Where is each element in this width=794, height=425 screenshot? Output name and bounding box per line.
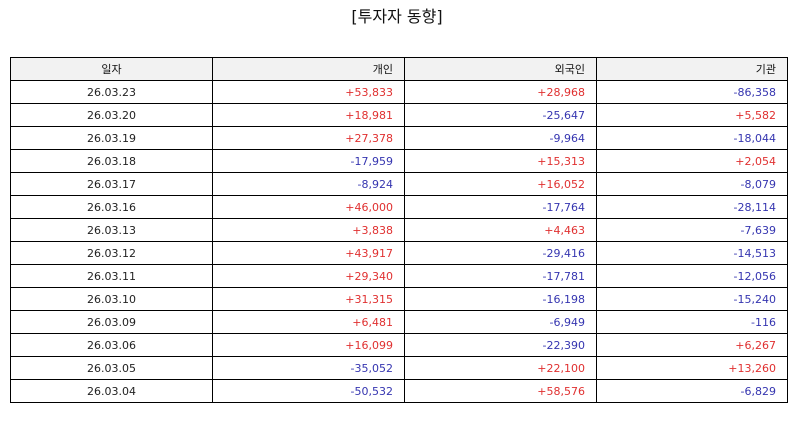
cell-institution: -18,044 xyxy=(596,126,788,150)
cell-date: 26.03.20 xyxy=(10,103,213,127)
table-row: 26.03.06 +16,099 -22,390 +6,267 xyxy=(10,333,788,357)
cell-foreigner: -9,964 xyxy=(404,126,597,150)
table-row: 26.03.20 +18,981 -25,647 +5,582 xyxy=(10,103,788,127)
cell-individual: -8,924 xyxy=(212,172,405,196)
cell-individual: +16,099 xyxy=(212,333,405,357)
cell-date: 26.03.12 xyxy=(10,241,213,265)
cell-foreigner: -17,764 xyxy=(404,195,597,219)
cell-institution: -8,079 xyxy=(596,172,788,196)
cell-institution: -116 xyxy=(596,310,788,334)
cell-institution: -28,114 xyxy=(596,195,788,219)
cell-date: 26.03.04 xyxy=(10,379,213,403)
page-title: [투자자 동향] xyxy=(351,7,443,26)
table-row: 26.03.04 -50,532 +58,576 -6,829 xyxy=(10,379,788,403)
cell-date: 26.03.19 xyxy=(10,126,213,150)
cell-foreigner: -25,647 xyxy=(404,103,597,127)
table-row: 26.03.12 +43,917 -29,416 -14,513 xyxy=(10,241,788,265)
cell-foreigner: -29,416 xyxy=(404,241,597,265)
cell-institution: -15,240 xyxy=(596,287,788,311)
cell-foreigner: -6,949 xyxy=(404,310,597,334)
cell-individual: -35,052 xyxy=(212,356,405,380)
table-row: 26.03.09 +6,481 -6,949 -116 xyxy=(10,310,788,334)
table-row: 26.03.19 +27,378 -9,964 -18,044 xyxy=(10,126,788,150)
cell-foreigner: +28,968 xyxy=(404,80,597,104)
table-row: 26.03.23 +53,833 +28,968 -86,358 xyxy=(10,80,788,104)
table-row: 26.03.13 +3,838 +4,463 -7,639 xyxy=(10,218,788,242)
cell-foreigner: +22,100 xyxy=(404,356,597,380)
cell-individual: +46,000 xyxy=(212,195,405,219)
cell-date: 26.03.06 xyxy=(10,333,213,357)
cell-foreigner: -16,198 xyxy=(404,287,597,311)
investor-trend-table: 일자 개인 외국인 기관 26.03.23 +53,833 +28,968 -86,3… xyxy=(10,57,788,403)
cell-institution: -6,829 xyxy=(596,379,788,403)
table-header-row: 일자 개인 외국인 기관 xyxy=(10,57,788,81)
cell-individual: -17,959 xyxy=(212,149,405,173)
table-body: 26.03.23 +53,833 +28,968 -86,358 26.03.20 +18… xyxy=(10,80,788,403)
cell-date: 26.03.18 xyxy=(10,149,213,173)
cell-date: 26.03.10 xyxy=(10,287,213,311)
cell-individual: +31,315 xyxy=(212,287,405,311)
cell-foreigner: +4,463 xyxy=(404,218,597,242)
cell-institution: +13,260 xyxy=(596,356,788,380)
cell-individual: +18,981 xyxy=(212,103,405,127)
cell-individual: -50,532 xyxy=(212,379,405,403)
cell-foreigner: +15,313 xyxy=(404,149,597,173)
cell-institution: -7,639 xyxy=(596,218,788,242)
cell-date: 26.03.13 xyxy=(10,218,213,242)
header-institution: 기관 xyxy=(596,57,788,81)
table-row: 26.03.16 +46,000 -17,764 -28,114 xyxy=(10,195,788,219)
cell-date: 26.03.11 xyxy=(10,264,213,288)
cell-individual: +3,838 xyxy=(212,218,405,242)
table-row: 26.03.11 +29,340 -17,781 -12,056 xyxy=(10,264,788,288)
cell-institution: +6,267 xyxy=(596,333,788,357)
cell-foreigner: +58,576 xyxy=(404,379,597,403)
table-row: 26.03.18 -17,959 +15,313 +2,054 xyxy=(10,149,788,173)
cell-date: 26.03.05 xyxy=(10,356,213,380)
header-individual: 개인 xyxy=(212,57,405,81)
table-row: 26.03.10 +31,315 -16,198 -15,240 xyxy=(10,287,788,311)
cell-date: 26.03.17 xyxy=(10,172,213,196)
cell-individual: +29,340 xyxy=(212,264,405,288)
cell-date: 26.03.23 xyxy=(10,80,213,104)
cell-individual: +6,481 xyxy=(212,310,405,334)
cell-institution: +5,582 xyxy=(596,103,788,127)
cell-institution: -86,358 xyxy=(596,80,788,104)
cell-institution: -12,056 xyxy=(596,264,788,288)
header-foreigner: 외국인 xyxy=(404,57,597,81)
table-row: 26.03.05 -35,052 +22,100 +13,260 xyxy=(10,356,788,380)
header-date: 일자 xyxy=(10,57,213,81)
cell-institution: -14,513 xyxy=(596,241,788,265)
cell-institution: +2,054 xyxy=(596,149,788,173)
cell-foreigner: -17,781 xyxy=(404,264,597,288)
cell-individual: +27,378 xyxy=(212,126,405,150)
cell-individual: +43,917 xyxy=(212,241,405,265)
table-row: 26.03.17 -8,924 +16,052 -8,079 xyxy=(10,172,788,196)
cell-date: 26.03.16 xyxy=(10,195,213,219)
cell-date: 26.03.09 xyxy=(10,310,213,334)
cell-foreigner: -22,390 xyxy=(404,333,597,357)
cell-foreigner: +16,052 xyxy=(404,172,597,196)
cell-individual: +53,833 xyxy=(212,80,405,104)
